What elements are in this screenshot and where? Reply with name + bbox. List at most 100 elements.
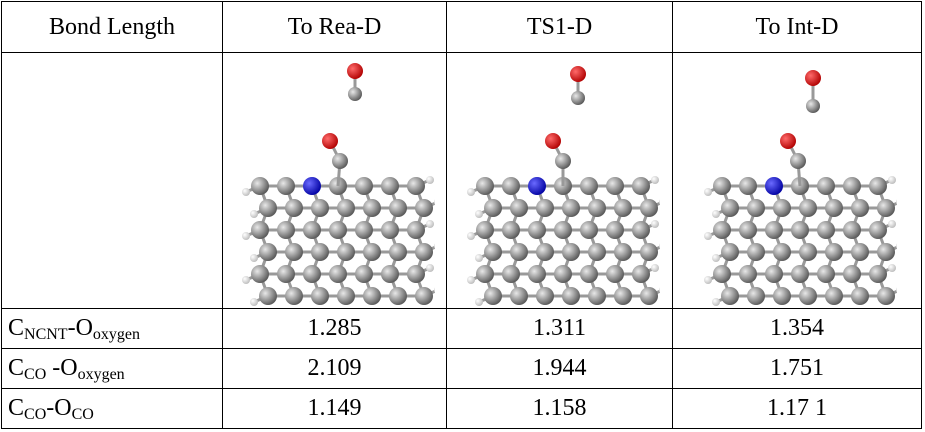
atom <box>817 177 835 195</box>
atom <box>277 177 295 195</box>
atom <box>259 243 277 261</box>
atom <box>570 66 586 82</box>
atom <box>580 221 598 239</box>
molecule <box>697 56 897 306</box>
atom <box>704 276 712 284</box>
atom <box>285 199 303 217</box>
atom <box>790 153 806 169</box>
data-row: CNCNT-Ooxygen 1.285 1.311 1.354 <box>2 309 922 349</box>
value-cell: 1.354 <box>673 309 922 349</box>
atom <box>332 153 348 169</box>
atom <box>536 287 554 305</box>
atom <box>502 265 520 283</box>
atom <box>355 177 373 195</box>
atom <box>843 265 861 283</box>
atom <box>545 133 561 149</box>
atom <box>251 221 269 239</box>
atom <box>712 210 720 218</box>
atom <box>467 276 475 284</box>
atom <box>888 264 896 272</box>
atom <box>614 287 632 305</box>
atom <box>242 188 250 196</box>
atom <box>250 210 258 218</box>
atom <box>571 91 585 105</box>
atom <box>355 221 373 239</box>
atom <box>355 265 373 283</box>
atom <box>888 176 896 184</box>
atom <box>475 298 483 306</box>
atom <box>277 221 295 239</box>
atom <box>877 243 895 261</box>
atom <box>765 177 783 195</box>
atom <box>888 220 896 228</box>
atom <box>877 287 895 305</box>
atom <box>713 265 731 283</box>
atom <box>484 287 502 305</box>
atom <box>426 176 434 184</box>
atom <box>242 232 250 240</box>
atom <box>467 188 475 196</box>
atom <box>502 221 520 239</box>
atom <box>651 176 659 184</box>
atom <box>851 243 869 261</box>
image-cell <box>223 53 447 309</box>
atom <box>640 199 658 217</box>
value-cell: 1.311 <box>447 309 673 349</box>
value-cell: 1.285 <box>223 309 447 349</box>
subscript: CO <box>24 406 46 423</box>
atom <box>632 221 650 239</box>
atom <box>843 177 861 195</box>
atom <box>303 177 321 195</box>
atom <box>389 287 407 305</box>
atom <box>528 221 546 239</box>
atom <box>704 188 712 196</box>
atom <box>303 221 321 239</box>
atom <box>606 177 624 195</box>
atom <box>285 287 303 305</box>
subscript: oxygen <box>93 326 140 343</box>
atom <box>721 287 739 305</box>
atom <box>510 199 528 217</box>
atom <box>640 243 658 261</box>
atom <box>825 199 843 217</box>
atom <box>415 287 433 305</box>
value-cell: 1.751 <box>673 349 922 389</box>
atom <box>484 243 502 261</box>
atom <box>799 287 817 305</box>
atom <box>562 287 580 305</box>
atom <box>721 199 739 217</box>
value-cell: 1.17 1 <box>673 389 922 429</box>
atom <box>259 199 277 217</box>
atom <box>817 265 835 283</box>
atom <box>632 177 650 195</box>
atom <box>640 287 658 305</box>
row-label: CNCNT-Ooxygen <box>2 309 223 349</box>
atom <box>415 199 433 217</box>
atom <box>528 177 546 195</box>
atom <box>337 243 355 261</box>
atom <box>713 221 731 239</box>
atom <box>606 265 624 283</box>
atom: -O <box>68 315 93 341</box>
atom <box>528 265 546 283</box>
atom <box>407 221 425 239</box>
atom <box>747 199 765 217</box>
atom <box>791 221 809 239</box>
atom <box>869 177 887 195</box>
atom <box>510 287 528 305</box>
atom <box>773 287 791 305</box>
atom <box>407 265 425 283</box>
atom <box>476 177 494 195</box>
atom <box>389 243 407 261</box>
atom <box>475 210 483 218</box>
atom <box>869 265 887 283</box>
empty-cell <box>2 53 223 309</box>
value-cell: 2.109 <box>223 349 447 389</box>
image-cell <box>447 53 673 309</box>
header-cell: TS1-D <box>447 2 673 53</box>
atom <box>799 199 817 217</box>
atom <box>554 265 572 283</box>
atom <box>747 243 765 261</box>
atom <box>588 243 606 261</box>
atom <box>363 199 381 217</box>
